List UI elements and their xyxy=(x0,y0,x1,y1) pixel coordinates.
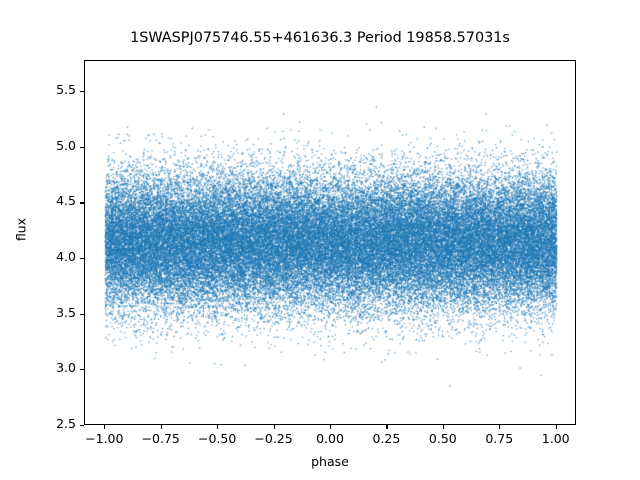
y-tick-mark xyxy=(80,313,84,315)
x-tick-label: 0.25 xyxy=(372,431,401,446)
x-tick-mark xyxy=(104,425,106,429)
y-tick-mark xyxy=(80,425,84,427)
x-tick-mark xyxy=(273,425,275,429)
page-title: 1SWASPJ075746.55+461636.3 Period 19858.5… xyxy=(130,30,510,46)
y-axis-label: flux xyxy=(13,217,29,242)
y-tick-mark xyxy=(80,202,84,204)
x-tick-label: −0.25 xyxy=(254,431,293,446)
y-tick-mark xyxy=(80,146,84,148)
x-tick-label: 0.00 xyxy=(316,431,344,446)
x-tick-mark xyxy=(442,425,444,429)
y-tick-label: 4.5 xyxy=(56,193,76,209)
y-tick-label: 4.0 xyxy=(56,249,76,265)
x-tick-mark xyxy=(386,425,388,429)
y-tick-label: 2.5 xyxy=(56,416,76,431)
y-tick-mark xyxy=(80,258,84,260)
scatter-points-layer xyxy=(85,61,575,424)
x-tick-label: 1.00 xyxy=(541,431,570,446)
y-tick-mark xyxy=(80,369,84,371)
x-tick-mark xyxy=(555,425,557,429)
x-tick-mark xyxy=(499,425,501,429)
y-tick-label: 5.0 xyxy=(56,137,76,153)
x-tick-mark xyxy=(217,425,219,429)
x-tick-label: 0.75 xyxy=(485,431,514,446)
plot-area xyxy=(84,60,576,425)
x-tick-label: 0.50 xyxy=(428,431,457,446)
x-tick-mark xyxy=(160,425,162,429)
y-tick-label: 3.5 xyxy=(56,304,76,320)
x-tick-label: −1.00 xyxy=(85,431,124,446)
x-tick-label: −0.50 xyxy=(197,431,237,446)
x-tick-mark xyxy=(330,425,332,429)
y-tick-label: 3.0 xyxy=(56,360,76,376)
x-axis-label: phase xyxy=(311,454,349,469)
x-tick-label: −0.75 xyxy=(141,431,180,446)
y-tick-label: 5.5 xyxy=(56,82,76,98)
y-tick-mark xyxy=(80,91,84,93)
